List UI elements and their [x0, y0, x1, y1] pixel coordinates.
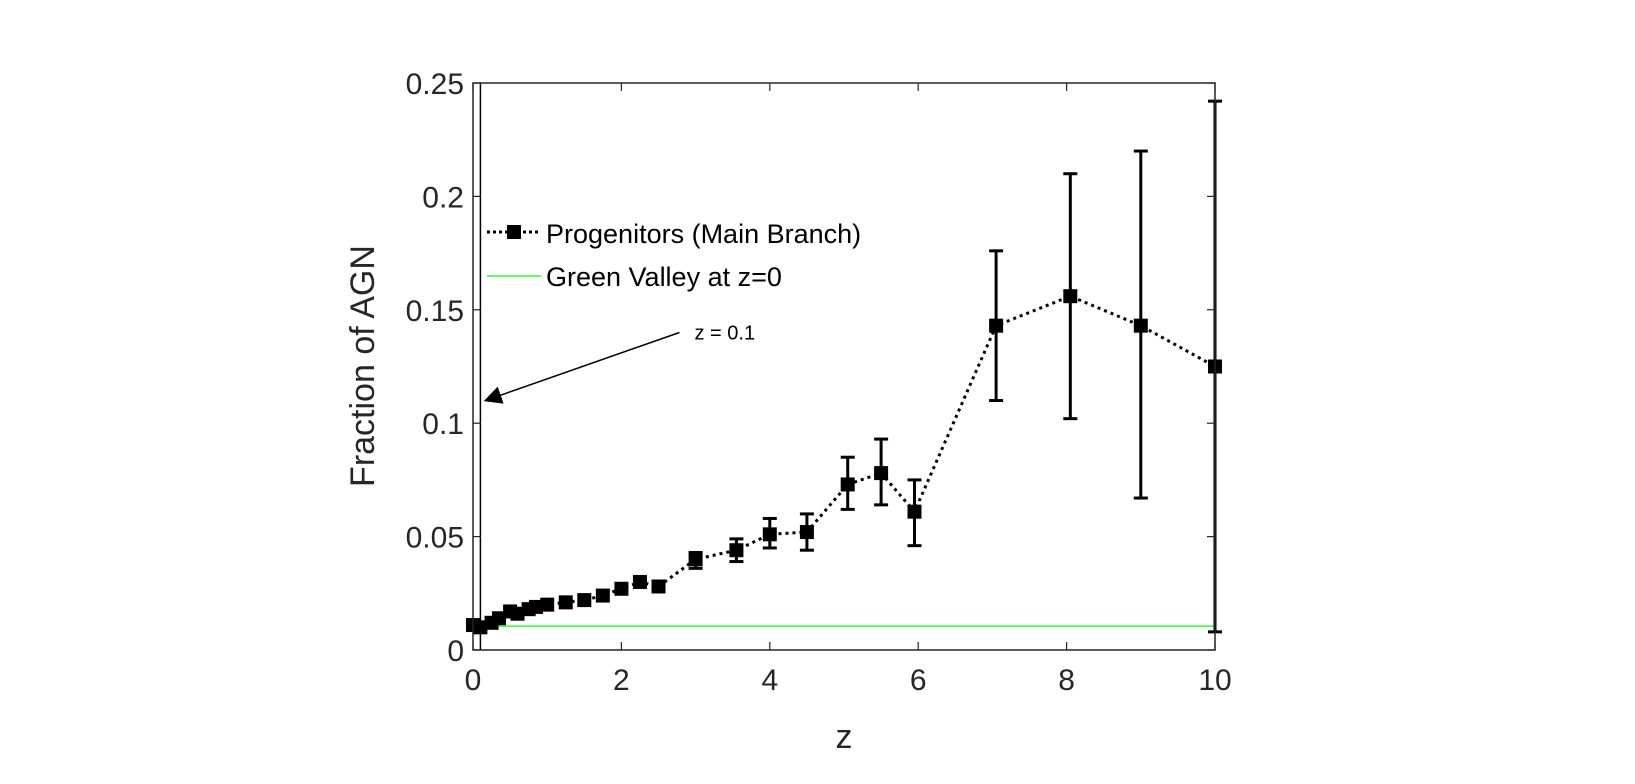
y-axis-label: Fraction of AGN [344, 245, 382, 487]
x-tick-label-5: 10 [1198, 664, 1231, 697]
data-point [529, 599, 544, 614]
legend-progenitors-marker [507, 225, 521, 239]
annotation-arrow [483, 331, 680, 404]
y-tick-label-2: 0.1 [422, 408, 464, 441]
data-point [558, 595, 573, 610]
x-axis-label: z [836, 718, 853, 756]
axis-ticks [472, 82, 1216, 651]
annotation-label: z = 0.1 [694, 322, 755, 344]
x-tick-labels: 0 2 4 6 8 10 [465, 664, 1232, 697]
x-tick-label-4: 8 [1058, 664, 1075, 697]
x-tick-label-3: 6 [910, 664, 927, 697]
legend-progenitors-label: Progenitors (Main Branch) [546, 219, 861, 249]
plot-background [473, 83, 1215, 650]
data-point [1133, 318, 1148, 333]
x-tick-label-1: 2 [613, 664, 630, 697]
data-point [614, 581, 629, 596]
annotation: z = 0.1 [483, 322, 755, 404]
x-tick-label-0: 0 [465, 664, 482, 697]
data-point [577, 593, 592, 608]
data-point [540, 597, 555, 612]
x-tick-label-2: 4 [761, 664, 778, 697]
legend: Progenitors (Main Branch) Green Valley a… [487, 219, 861, 292]
y-tick-label-5: 0.25 [406, 68, 464, 101]
data-point [491, 611, 506, 626]
legend-green-valley-label: Green Valley at z=0 [546, 262, 782, 292]
data-point [510, 606, 525, 621]
data-point [762, 527, 777, 542]
data-point [799, 525, 814, 540]
y-tick-label-4: 0.2 [422, 181, 464, 214]
data-point [632, 574, 647, 589]
y-tick-label-0: 0 [447, 635, 464, 668]
data-point [1063, 289, 1078, 304]
y-tick-labels: 0 0.05 0.1 0.15 0.2 0.25 [406, 68, 464, 668]
data-point [874, 466, 889, 481]
data-point [651, 579, 666, 594]
data-point [729, 543, 744, 558]
data-point [989, 318, 1004, 333]
data-point [907, 504, 922, 519]
y-tick-label-3: 0.15 [406, 295, 464, 328]
data-point [473, 620, 488, 635]
data-point [840, 477, 855, 492]
y-tick-label-1: 0.05 [406, 522, 464, 555]
data-point [688, 552, 703, 567]
plot-frame [472, 82, 1216, 651]
data-point [595, 588, 610, 603]
